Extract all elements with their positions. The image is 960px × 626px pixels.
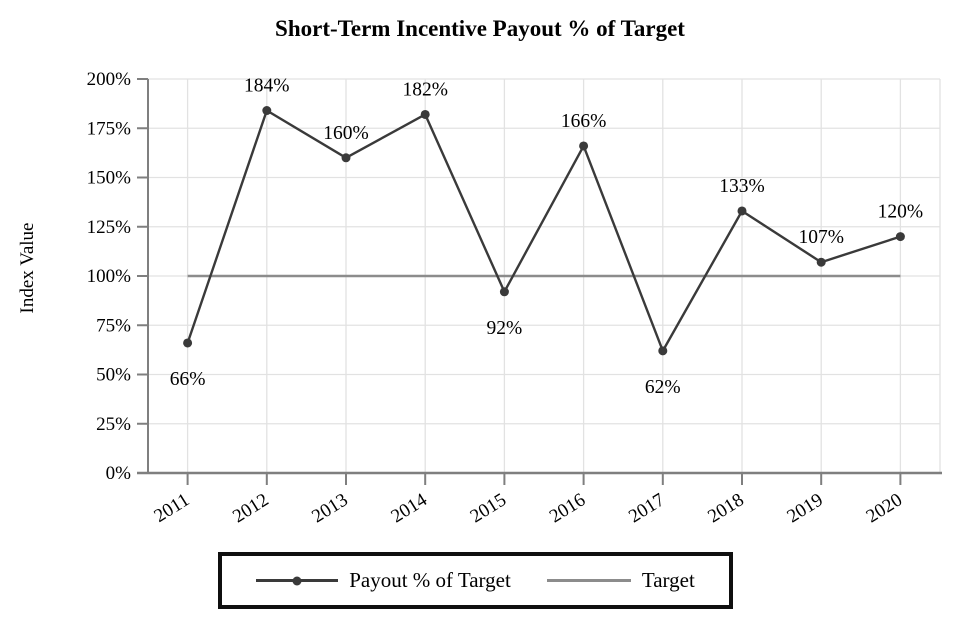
data-point-label: 166%: [561, 111, 607, 132]
data-point-marker: [341, 153, 351, 163]
data-point-marker: [895, 232, 905, 242]
x-tick-label: 2011: [150, 489, 193, 527]
data-point-label: 120%: [878, 202, 924, 223]
data-point-label: 107%: [798, 227, 844, 248]
data-point-marker: [658, 346, 668, 356]
y-tick-label: 0%: [106, 463, 132, 484]
data-point-marker: [499, 287, 509, 297]
data-point-label: 62%: [645, 377, 681, 398]
y-tick-label: 25%: [96, 414, 131, 435]
data-point-marker: [816, 257, 826, 267]
y-tick-label: 200%: [87, 69, 132, 90]
series-line: [186, 109, 901, 353]
data-point-label: 66%: [170, 369, 206, 390]
x-tick-label: 2012: [229, 489, 272, 527]
x-tick-label: 2013: [308, 489, 351, 527]
legend-label-target: Target: [641, 568, 695, 592]
data-point-label: 133%: [719, 176, 765, 197]
data-point-marker: [420, 109, 430, 119]
x-tick-label: 2019: [783, 489, 826, 527]
y-tick-label: 125%: [87, 217, 132, 238]
data-point-marker: [183, 338, 193, 348]
x-tick-label: 2017: [625, 489, 668, 527]
legend-item-target: Target: [546, 568, 695, 593]
y-tick-label: 150%: [87, 168, 132, 189]
legend-item-payout: Payout % of Target: [256, 568, 511, 593]
data-point-label: 92%: [487, 318, 523, 339]
chart-title: Short-Term Incentive Payout % of Target: [275, 16, 685, 41]
data-point-marker: [737, 206, 747, 216]
y-tick-label: 50%: [96, 365, 131, 386]
payout-marker-dot-icon: [292, 576, 302, 585]
data-point-marker: [262, 106, 272, 116]
data-point-label: 184%: [244, 76, 290, 97]
legend-box: Payout % of Target Target: [218, 552, 733, 609]
y-tick-label: 100%: [87, 266, 132, 287]
x-tick-label: 2020: [863, 489, 906, 527]
y-tick-label: 175%: [87, 118, 132, 139]
x-tick-label: 2014: [387, 489, 431, 527]
target-line-swatch: [546, 579, 631, 582]
y-tick-label: 75%: [96, 315, 131, 336]
legend-label-payout: Payout % of Target: [349, 568, 511, 592]
data-point-label: 160%: [323, 123, 369, 144]
data-point-label: 182%: [402, 79, 448, 100]
y-axis-title: Index Value: [17, 223, 38, 314]
x-tick-label: 2016: [546, 489, 589, 527]
payout-line-swatch: [256, 576, 339, 585]
x-tick-label: 2018: [704, 489, 747, 527]
x-tick-label: 2015: [467, 489, 510, 527]
data-point-marker: [579, 141, 589, 151]
